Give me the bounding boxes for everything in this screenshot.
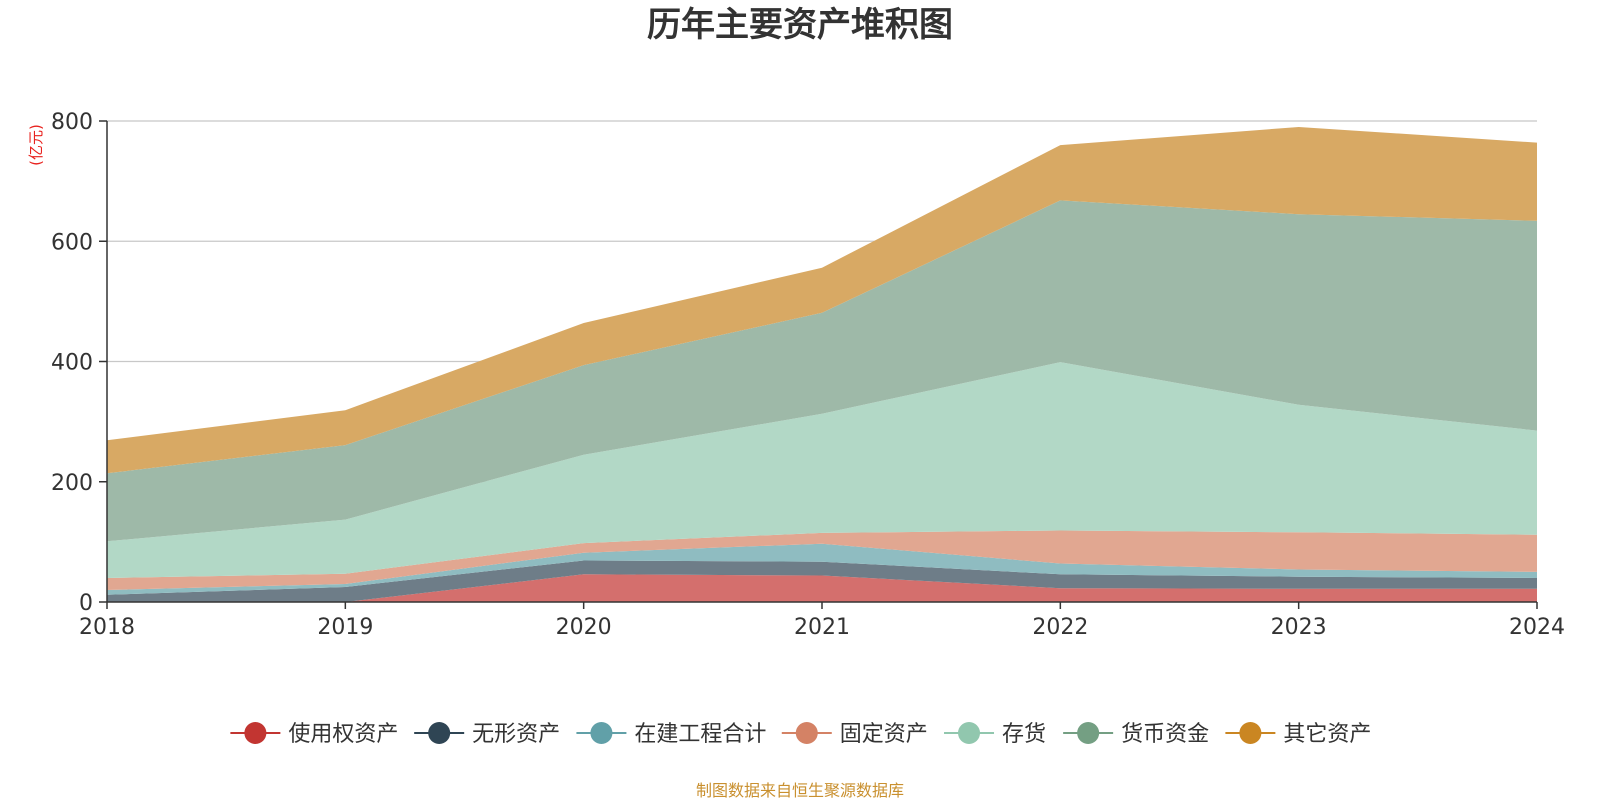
- y-tick-label: 200: [51, 471, 93, 496]
- area-series-3: [107, 530, 1537, 590]
- x-axis-ticks: 2018 2019 2020 2021 2022 2023 2024: [79, 602, 1565, 640]
- legend-marker: [1239, 722, 1262, 744]
- y-tick-label: 600: [51, 230, 93, 255]
- x-tick-label: 2020: [556, 615, 612, 640]
- area-series-4: [107, 362, 1537, 578]
- legend-item[interactable]: 无形资产: [414, 722, 560, 747]
- y-tick-label: 400: [51, 351, 93, 376]
- legend-item[interactable]: 存货: [944, 722, 1046, 747]
- legend-label: 固定资产: [840, 722, 928, 747]
- area-series: [107, 127, 1537, 602]
- data-source-note: 制图数据来自恒生聚源数据库: [696, 781, 904, 800]
- legend-label: 货币资金: [1121, 722, 1209, 747]
- area-series-2: [107, 543, 1537, 595]
- area-series-1: [107, 560, 1537, 602]
- x-tick-label: 2023: [1271, 615, 1327, 640]
- legend-label: 在建工程合计: [634, 722, 766, 747]
- legend-label: 其它资产: [1283, 722, 1371, 747]
- x-tick-label: 2018: [79, 615, 135, 640]
- area-series-5: [107, 200, 1537, 542]
- legend-marker: [428, 722, 451, 744]
- x-tick-label: 2021: [794, 615, 850, 640]
- legend-marker: [590, 722, 613, 744]
- y-tick-label: 0: [79, 591, 93, 616]
- area-series-0: [107, 574, 1537, 602]
- legend-item[interactable]: 其它资产: [1225, 722, 1371, 747]
- legend-item[interactable]: 固定资产: [781, 722, 928, 747]
- legend-label: 无形资产: [472, 722, 560, 747]
- x-tick-label: 2022: [1032, 615, 1088, 640]
- legend: 使用权资产 无形资产 在建工程合计 固定资产 存货 货币资金 其它资产: [230, 722, 1371, 747]
- legend-marker: [958, 722, 981, 744]
- legend-label: 存货: [1002, 722, 1046, 747]
- legend-item[interactable]: 货币资金: [1063, 722, 1209, 747]
- legend-marker: [795, 722, 818, 744]
- legend-marker: [1077, 722, 1100, 744]
- chart-title: 历年主要资产堆积图: [647, 5, 953, 45]
- y-axis-unit-label: (亿元): [27, 124, 45, 166]
- legend-item[interactable]: 在建工程合计: [576, 722, 766, 747]
- x-tick-label: 2019: [317, 615, 373, 640]
- area-series-6: [107, 127, 1537, 474]
- legend-item[interactable]: 使用权资产: [230, 722, 398, 747]
- y-tick-label: 800: [51, 110, 93, 135]
- legend-label: 使用权资产: [288, 722, 398, 747]
- y-axis-ticks: 0 200 400 600 800: [51, 110, 107, 616]
- x-tick-label: 2024: [1509, 615, 1565, 640]
- legend-marker: [244, 722, 267, 744]
